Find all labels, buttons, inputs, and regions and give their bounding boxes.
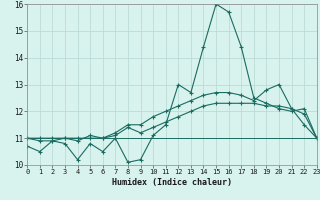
X-axis label: Humidex (Indice chaleur): Humidex (Indice chaleur): [112, 178, 232, 187]
